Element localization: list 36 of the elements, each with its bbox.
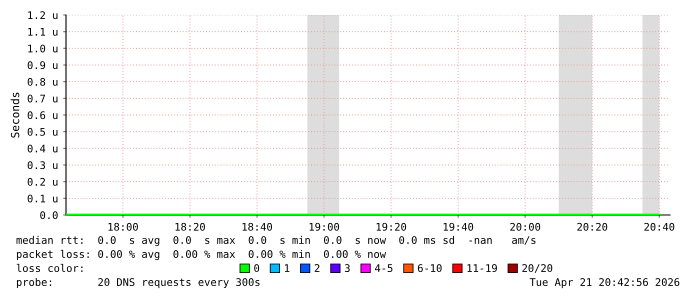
y-tick-label: 0.5 u	[28, 128, 58, 136]
x-tick-label: 18:20	[176, 222, 205, 231]
x-tick-label: 20:20	[577, 222, 608, 231]
x-tick-label: 18:40	[242, 222, 272, 231]
text: probe: 20 DNS requests every 300s	[16, 278, 260, 288]
y-tick-label: 0.6 u	[28, 111, 58, 120]
y-tick-label: 0.4 u	[28, 144, 58, 152]
y-tick-label: 1.1 u	[28, 28, 58, 36]
legend-label: 3	[344, 264, 350, 272]
legend-label: 1	[285, 264, 290, 272]
y-axis-title: Seconds	[10, 92, 20, 138]
legend-label: 6-10	[418, 264, 442, 272]
legend-title: loss color:	[16, 264, 82, 272]
x-tick-label: 20:40	[644, 222, 674, 231]
text: median rtt: 0.0 s avg 0.0 s max 0.0 s min 0.0 s now 0.0 ms sd -nan am/s	[16, 236, 536, 246]
x-tick-label: 19:20	[376, 222, 406, 231]
y-tick-label: 0.0	[40, 211, 58, 220]
y-tick-label: 0.9 u	[28, 61, 58, 70]
legend-label: 20/20	[522, 264, 552, 273]
y-tick-label: 0.3 u	[28, 161, 58, 170]
x-tick-label: 18:00	[108, 222, 138, 231]
x-tick-label: 19:00	[310, 222, 340, 231]
legend-label: 0	[254, 264, 260, 272]
y-tick-label: 1.2 u	[28, 11, 58, 20]
y-tick-label: 1.0 u	[28, 44, 58, 52]
x-tick-label: 19:40	[444, 222, 474, 231]
x-tick-label: 20:00	[510, 222, 540, 231]
legend-label: 11-19	[468, 264, 497, 272]
y-tick-label: 0.2 u	[28, 178, 58, 186]
y-tick-label: 0.1 u	[28, 194, 58, 202]
y-tick-label: 0.8 u	[28, 78, 58, 86]
legend-label: 2	[314, 264, 320, 272]
text: packet loss: 0.00 % avg 0.00 % max 0.00 % min 0.00 % now	[16, 250, 386, 260]
text: Tue Apr 21 20:42:56 2026	[530, 278, 680, 288]
y-tick-label: 0.7 u	[28, 94, 58, 102]
legend-label: 4-5	[374, 264, 392, 272]
